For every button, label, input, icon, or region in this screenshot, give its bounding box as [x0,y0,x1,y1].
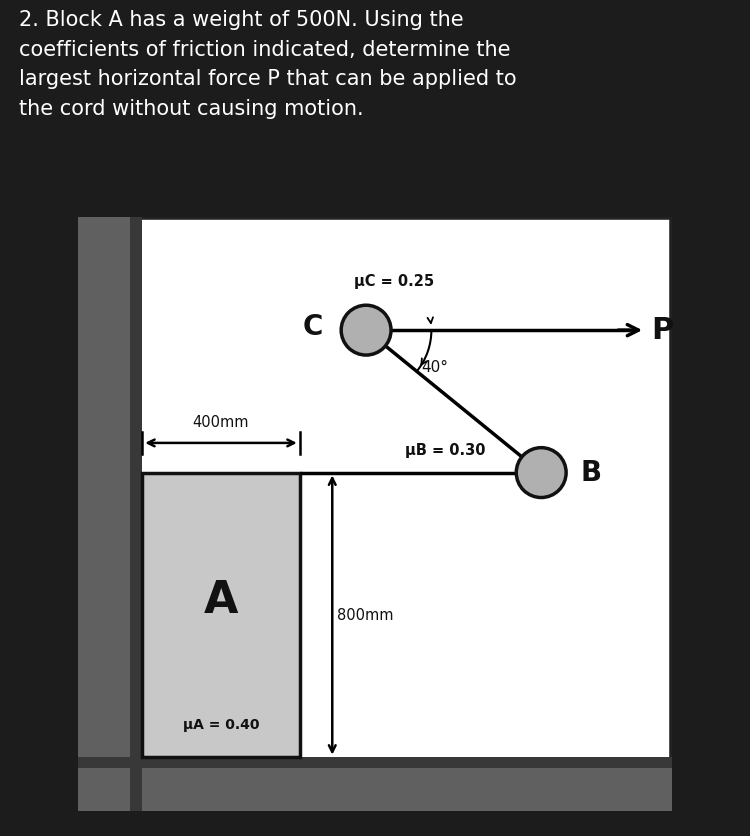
Text: A: A [204,579,238,622]
Bar [142,472,299,757]
Text: 2. Block A has a weight of 500N. Using the
coefficients of friction indicated, d: 2. Block A has a weight of 500N. Using t… [19,10,516,119]
Text: μA = 0.40: μA = 0.40 [183,718,260,732]
Text: B: B [581,459,602,487]
Text: 40°: 40° [422,359,448,375]
Text: 800mm: 800mm [337,608,394,623]
Text: P: P [651,316,674,344]
Bar [78,757,672,768]
Text: μC = 0.25: μC = 0.25 [354,273,434,288]
Circle shape [341,305,391,355]
Text: μB = 0.30: μB = 0.30 [405,443,485,458]
Bar [78,217,137,811]
Bar [78,767,672,811]
Text: 400mm: 400mm [193,415,249,430]
Bar [130,217,142,811]
Text: C: C [303,314,323,341]
Circle shape [516,447,566,497]
